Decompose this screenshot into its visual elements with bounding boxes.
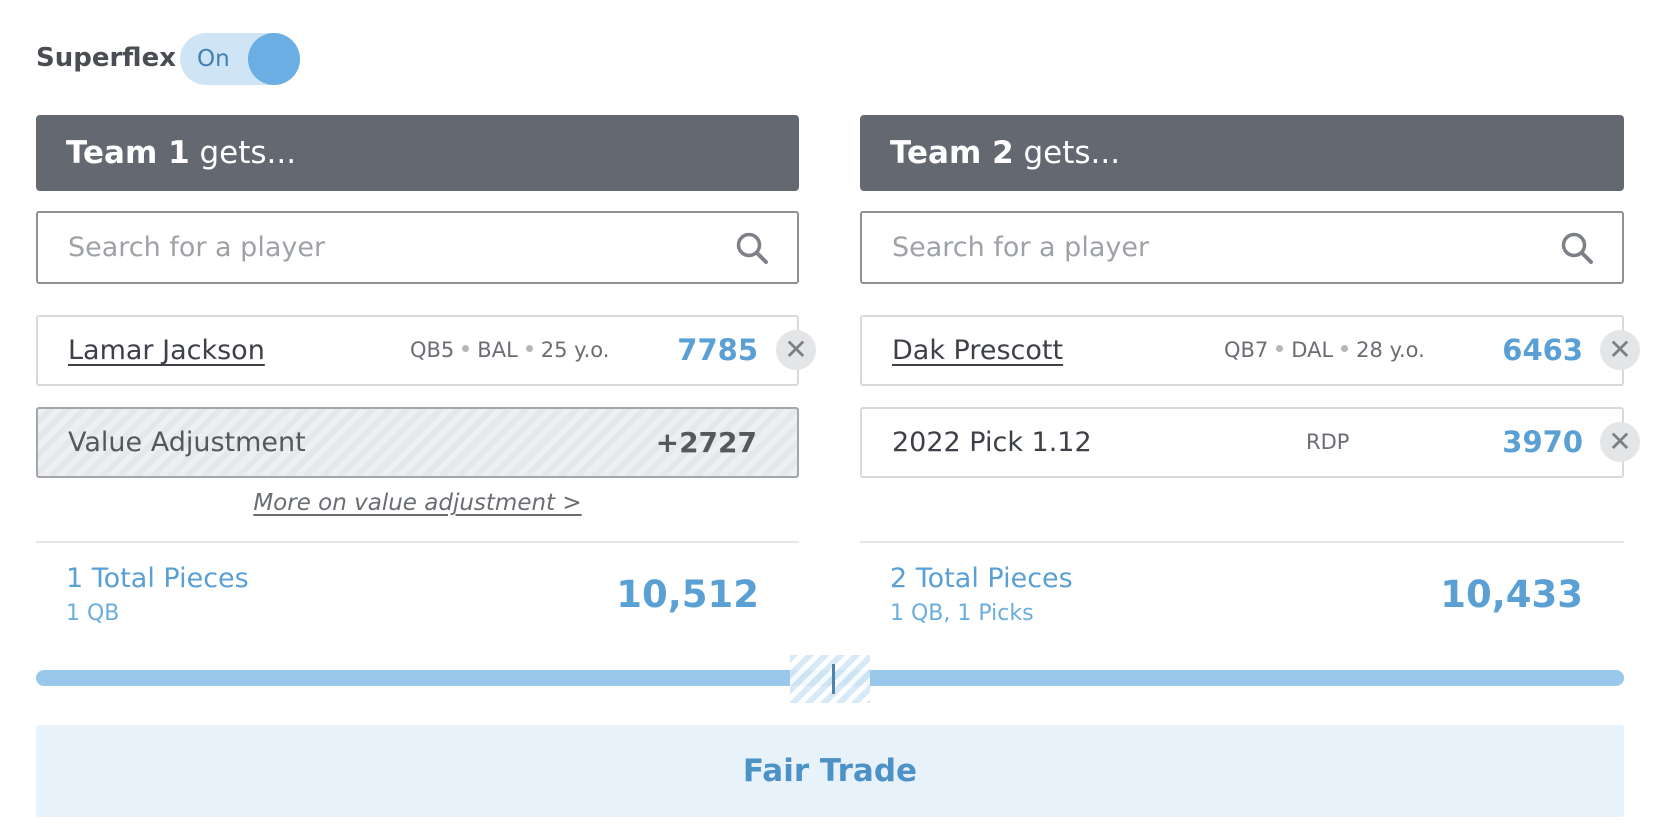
team-2-total-value: 10,433 xyxy=(1440,573,1583,616)
player-value: 7785 xyxy=(677,333,758,367)
pick-tag: RDP xyxy=(1306,430,1350,454)
search-icon[interactable] xyxy=(735,231,769,265)
superflex-label: Superflex xyxy=(36,43,176,73)
player-meta: QB7 DAL 28 y.o. xyxy=(1224,317,1425,384)
team-2-search-input[interactable] xyxy=(892,213,1532,282)
player-meta: QB5 BAL 25 y.o. xyxy=(410,317,609,384)
separator-dot xyxy=(1276,344,1284,352)
pick-name: 2022 Pick 1.12 xyxy=(892,427,1092,458)
team-2-total-breakdown: 1 QB, 1 Picks xyxy=(890,601,1034,626)
player-age: 25 y.o. xyxy=(540,338,610,362)
team-2-divider xyxy=(860,541,1624,543)
team-1-total-breakdown: 1 QB xyxy=(66,601,120,626)
team-2-name: Team 2 xyxy=(890,135,1014,171)
remove-player-button[interactable]: ✕ xyxy=(1600,330,1640,370)
team-1-header-suffix: gets... xyxy=(189,135,297,171)
player-team: BAL xyxy=(477,338,518,362)
value-adjustment-value: +2727 xyxy=(655,426,757,459)
search-icon[interactable] xyxy=(1560,231,1594,265)
superflex-toggle[interactable]: On xyxy=(180,33,300,85)
player-age: 28 y.o. xyxy=(1356,338,1425,362)
player-value: 6463 xyxy=(1502,333,1583,367)
balance-marker xyxy=(832,664,835,694)
separator-dot xyxy=(1341,344,1349,352)
fair-zone-indicator xyxy=(790,655,870,703)
separator-dot xyxy=(525,344,533,352)
player-team: DAL xyxy=(1291,338,1334,362)
value-adjustment-label: Value Adjustment xyxy=(68,427,306,458)
value-adjustment-row: Value Adjustment +2727 xyxy=(36,407,799,478)
trade-verdict: Fair Trade xyxy=(36,725,1624,817)
toggle-state-text: On xyxy=(197,46,230,72)
player-name-link[interactable]: Dak Prescott xyxy=(892,335,1064,366)
team-1-header: Team 1 gets... xyxy=(36,115,799,191)
team-2-player-row: Dak Prescott QB7 DAL 28 y.o. 6463 xyxy=(860,315,1624,386)
toggle-knob[interactable] xyxy=(248,33,300,85)
player-position: QB7 xyxy=(1224,338,1269,362)
team-2-search xyxy=(860,211,1624,284)
team-1-name: Team 1 xyxy=(66,135,190,171)
remove-player-button[interactable]: ✕ xyxy=(776,330,816,370)
pick-value: 3970 xyxy=(1502,425,1583,459)
team-1-divider xyxy=(36,541,799,543)
separator-dot xyxy=(462,344,470,352)
team-1-player-row: Lamar Jackson QB5 BAL 25 y.o. 7785 xyxy=(36,315,799,386)
value-adjustment-link[interactable]: More on value adjustment > xyxy=(253,490,582,516)
team-1-search-input[interactable] xyxy=(68,213,708,282)
remove-pick-button[interactable]: ✕ xyxy=(1600,422,1640,462)
team-2-pick-row: 2022 Pick 1.12 RDP 3970 xyxy=(860,407,1624,478)
team-2-header-suffix: gets... xyxy=(1013,135,1121,171)
team-2-total-pieces: 2 Total Pieces xyxy=(890,563,1073,594)
player-name-link[interactable]: Lamar Jackson xyxy=(68,335,265,366)
team-1-total-pieces: 1 Total Pieces xyxy=(66,563,249,594)
team-1-total-value: 10,512 xyxy=(616,573,759,616)
team-2-header: Team 2 gets... xyxy=(860,115,1624,191)
team-1-search xyxy=(36,211,799,284)
player-position: QB5 xyxy=(410,338,455,362)
